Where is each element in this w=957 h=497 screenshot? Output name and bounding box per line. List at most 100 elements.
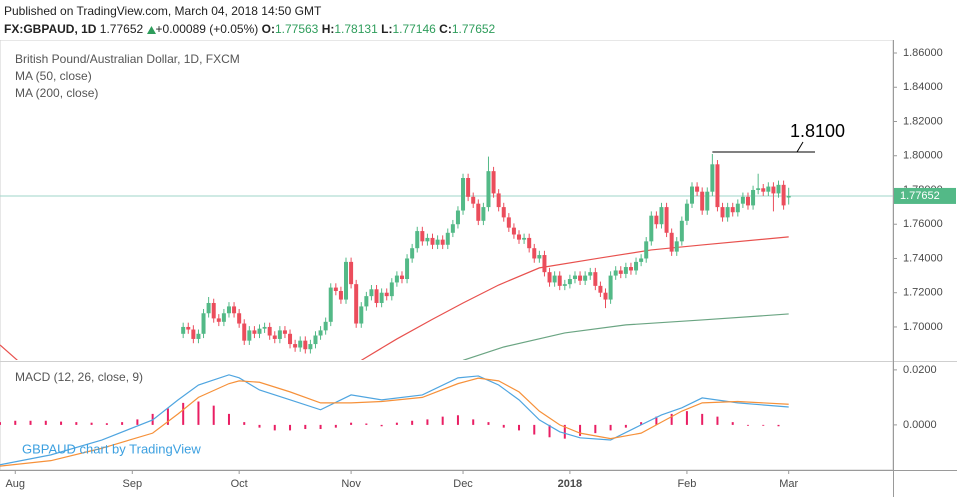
change: +0.00089 (+0.05%)	[155, 22, 259, 36]
candle-body	[201, 313, 206, 334]
candle-body	[552, 275, 557, 283]
candle-body	[450, 224, 455, 233]
candle-body	[191, 329, 196, 339]
candle-body	[496, 193, 501, 208]
candle-body	[206, 302, 211, 314]
histogram-bar	[579, 424, 582, 436]
candle-body	[486, 171, 491, 208]
histogram-bar	[594, 424, 597, 434]
histogram-bar	[472, 419, 475, 425]
histogram-bar	[14, 420, 17, 425]
candle-body	[430, 237, 435, 245]
candle-body	[344, 261, 349, 300]
y-tick-label: 1.82000	[903, 115, 943, 127]
legend-entry: MA (50, close)	[15, 69, 92, 83]
y-tick-label: 0.0200	[903, 364, 937, 376]
moving-average	[0, 236, 789, 360]
candle-body	[511, 227, 516, 235]
histogram-bar	[105, 423, 108, 425]
x-tick-label: Nov	[341, 478, 361, 490]
close-label: C:	[439, 22, 452, 36]
candle-body	[282, 330, 287, 334]
candle-body	[705, 191, 710, 211]
candle-body	[771, 186, 776, 194]
candle-body	[389, 282, 394, 297]
candle-body	[649, 215, 654, 242]
candle-body	[272, 335, 277, 339]
histogram-bar	[90, 422, 93, 425]
candle-body	[751, 189, 756, 206]
candle-body	[354, 284, 359, 324]
candle-body	[196, 333, 201, 339]
histogram-bar	[319, 424, 322, 430]
x-tick-label: Mar	[779, 478, 798, 490]
open: 1.77563	[274, 22, 319, 36]
histogram-bar	[609, 424, 612, 431]
macd-line	[0, 377, 789, 467]
candle-body	[318, 330, 323, 336]
histogram-bar	[60, 421, 63, 425]
axes: 1.700001.720001.740001.760001.780001.800…	[5, 47, 956, 490]
candle-body	[262, 326, 267, 329]
candle-body	[435, 239, 440, 245]
candle-body	[303, 340, 308, 350]
histogram-bar	[685, 411, 688, 425]
candle-body	[313, 335, 318, 345]
y-tick-label: 1.76000	[903, 218, 943, 230]
histogram-bar	[44, 420, 47, 425]
candle-body	[226, 306, 231, 314]
candle-body	[674, 241, 679, 252]
low: 1.77146	[392, 22, 436, 36]
histogram-bar	[121, 422, 124, 425]
candle-body	[293, 344, 298, 348]
y-tick-label: 1.84000	[903, 81, 943, 93]
candle-body	[308, 344, 313, 350]
candle-body	[608, 275, 613, 300]
candle-body	[517, 234, 522, 240]
candle-body	[221, 313, 226, 322]
candle-body	[466, 177, 471, 197]
candle-body	[522, 237, 527, 240]
histogram-bar	[227, 413, 230, 425]
published: Published on TradingView.com, March 04, …	[4, 4, 322, 18]
histogram-bar	[304, 424, 307, 430]
candle-body	[720, 207, 725, 218]
candle-body	[740, 196, 745, 204]
candle-body	[679, 220, 684, 242]
y-tick-label: 1.72000	[903, 287, 943, 299]
candle-body	[415, 231, 420, 249]
last-price-tag	[894, 187, 956, 204]
candle-body	[501, 207, 506, 218]
candle-body	[593, 272, 598, 286]
candle-body	[684, 203, 689, 221]
last-price-label: 1.77652	[900, 190, 940, 202]
histogram-bar	[380, 424, 383, 427]
histogram-bar	[365, 423, 368, 425]
y-tick-label: 1.80000	[903, 150, 943, 162]
candle-body	[506, 217, 511, 228]
candle-body	[445, 232, 450, 245]
symbol: FX:GBPAUD, 1D	[4, 22, 97, 36]
histogram-bar	[166, 408, 169, 425]
candle-body	[374, 289, 379, 303]
candle-body	[247, 330, 252, 341]
histogram-bar	[640, 422, 643, 425]
candle-body	[181, 326, 186, 334]
histogram-bar	[670, 413, 673, 425]
candle-body	[659, 207, 664, 225]
candle-body	[761, 188, 766, 192]
candle-body	[628, 267, 633, 271]
histogram-bar	[212, 405, 215, 425]
candle-body	[537, 255, 542, 259]
histogram-bar	[518, 424, 521, 431]
candle-body	[598, 285, 603, 293]
histogram-bar	[334, 424, 337, 428]
y-tick-label: 1.70000	[903, 321, 943, 333]
histogram-bar	[563, 424, 566, 439]
candle-body	[425, 237, 430, 242]
candle-body	[338, 291, 343, 300]
open-label: O:	[261, 22, 275, 36]
histogram-bar	[136, 419, 139, 425]
x-tick-label: 2018	[558, 478, 582, 490]
